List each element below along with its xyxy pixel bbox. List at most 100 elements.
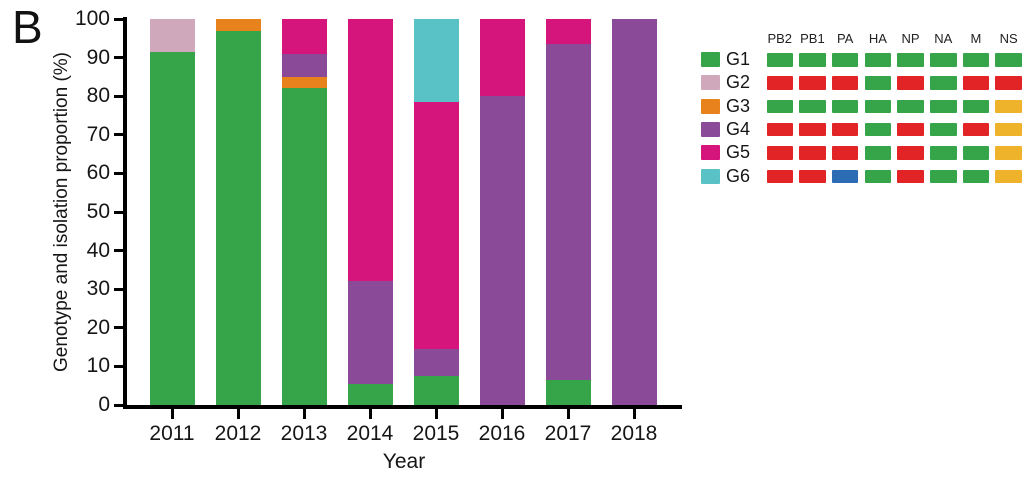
x-axis-tick-label-2013: 2013 <box>280 422 328 445</box>
bar-segment-2013-G1 <box>281 88 327 405</box>
gene-box-G4-M <box>962 122 990 137</box>
bar-segment-2015-G1 <box>413 376 459 405</box>
gene-box-G6-NP <box>897 169 924 183</box>
y-axis-tick <box>114 364 123 368</box>
x-axis-tick-label-2011: 2011 <box>149 422 195 445</box>
legend-label-G6: G6 <box>726 165 751 186</box>
legend-swatch-G5 <box>701 145 720 161</box>
y-axis-tick-label: 10 <box>86 354 110 378</box>
gene-box-G4-NA <box>930 122 957 137</box>
gene-box-G6-HA <box>864 169 892 183</box>
x-axis-tick <box>632 409 636 419</box>
gene-header-PB1: PB1 <box>800 31 825 46</box>
gene-box-G4-PA <box>831 122 859 137</box>
y-axis-line <box>123 17 127 409</box>
gene-header-PA: PA <box>836 31 854 46</box>
gene-header-PB2: PB2 <box>767 31 793 46</box>
x-axis-tick <box>368 409 372 419</box>
y-axis-tick <box>114 249 123 253</box>
y-axis-tick <box>114 210 123 214</box>
y-axis-tick-label: 40 <box>86 238 110 262</box>
bar-segment-2011-G1 <box>149 51 195 405</box>
y-axis-tick <box>114 171 123 175</box>
y-axis-tick <box>114 94 123 98</box>
bar-segment-2012-G1 <box>215 30 261 405</box>
gene-box-G1-NP <box>897 53 924 67</box>
gene-box-G5-NS <box>995 146 1022 160</box>
bar-segment-2016-G5 <box>479 19 525 97</box>
gene-box-G2-M <box>962 76 990 90</box>
x-axis-tick-label-2015: 2015 <box>412 422 460 445</box>
bar-segment-2016-G4 <box>479 96 525 405</box>
gene-box-G2-NP <box>897 76 924 90</box>
gene-box-G2-PB1 <box>799 76 826 90</box>
x-axis-tick-label-2014: 2014 <box>346 422 394 445</box>
bar-segment-2013-G5 <box>281 19 327 54</box>
x-axis-tick <box>500 409 504 419</box>
gene-box-G5-M <box>962 146 990 160</box>
gene-box-G2-PB2 <box>766 76 793 90</box>
bar-segment-2015-G4 <box>413 349 459 377</box>
bar-segment-2011-G2 <box>149 19 195 52</box>
legend-swatch-G1 <box>701 52 720 67</box>
gene-box-G3-PB1 <box>799 99 826 114</box>
y-axis-tick-label: 30 <box>86 277 110 301</box>
gene-box-G1-HA <box>864 53 892 67</box>
y-axis-tick-label: 50 <box>86 200 110 223</box>
gene-box-G6-M <box>962 169 990 183</box>
y-axis-tick <box>114 403 123 407</box>
legend-swatch-G2 <box>701 75 720 91</box>
y-axis-tick-label: 80 <box>86 84 110 108</box>
y-axis-tick <box>114 133 123 137</box>
y-axis-tick-label: 0 <box>98 393 110 416</box>
bar-segment-2015-G6 <box>413 19 459 102</box>
gene-box-G3-PA <box>831 99 859 114</box>
bar-segment-2014-G1 <box>347 383 393 405</box>
gene-box-G6-NS <box>995 169 1022 183</box>
gene-box-G2-NS <box>995 76 1022 90</box>
gene-box-G5-NA <box>930 146 957 160</box>
gene-header-M: M <box>970 31 982 46</box>
x-axis-tick <box>566 409 570 419</box>
gene-box-G4-NP <box>897 122 924 137</box>
legend-label-G4: G4 <box>726 118 751 139</box>
gene-box-G5-NP <box>897 146 924 160</box>
gene-box-G3-PB2 <box>766 99 793 114</box>
gene-header-HA: HA <box>868 31 887 46</box>
bar-segment-2018-G4 <box>611 19 657 405</box>
bar-segment-2013-G4 <box>281 53 327 77</box>
gene-box-G1-PA <box>831 53 859 67</box>
bar-segment-2012-G3 <box>215 19 261 31</box>
bar-segment-2015-G5 <box>413 101 459 350</box>
gene-box-G3-NP <box>897 99 924 114</box>
x-axis-tick <box>236 409 240 419</box>
y-axis-tick-label: 70 <box>86 122 110 146</box>
x-axis-tick-label-2017: 2017 <box>544 422 592 445</box>
gene-box-G1-PB2 <box>766 53 793 67</box>
legend-swatch-G6 <box>701 168 720 184</box>
gene-box-G2-NA <box>930 76 957 90</box>
legend-label-G1: G1 <box>726 49 751 69</box>
y-axis-tick <box>114 56 123 60</box>
gene-box-G3-NS <box>995 99 1022 114</box>
gene-box-G2-PA <box>831 76 859 90</box>
gene-box-G3-NA <box>930 99 957 114</box>
x-axis-title: Year <box>382 450 426 473</box>
y-axis-tick-label: 20 <box>86 315 110 339</box>
gene-box-G4-NS <box>995 122 1022 137</box>
gene-box-G5-PB2 <box>766 146 793 160</box>
gene-box-G6-PB1 <box>799 169 826 183</box>
gene-box-G4-PB2 <box>766 122 793 137</box>
bar-segment-2014-G4 <box>347 281 393 384</box>
x-axis-tick <box>434 409 438 419</box>
gene-box-G5-PA <box>831 146 859 160</box>
y-axis-tick-label: 100 <box>74 7 110 30</box>
x-axis-tick-label-2012: 2012 <box>214 422 262 445</box>
legend-label-G2: G2 <box>726 72 751 93</box>
gene-box-G2-HA <box>864 76 892 90</box>
bar-segment-2017-G4 <box>545 44 591 380</box>
x-axis-line <box>123 405 682 409</box>
gene-box-G1-NS <box>995 53 1022 67</box>
x-axis-tick <box>302 409 306 419</box>
bar-segment-2014-G5 <box>347 19 393 282</box>
